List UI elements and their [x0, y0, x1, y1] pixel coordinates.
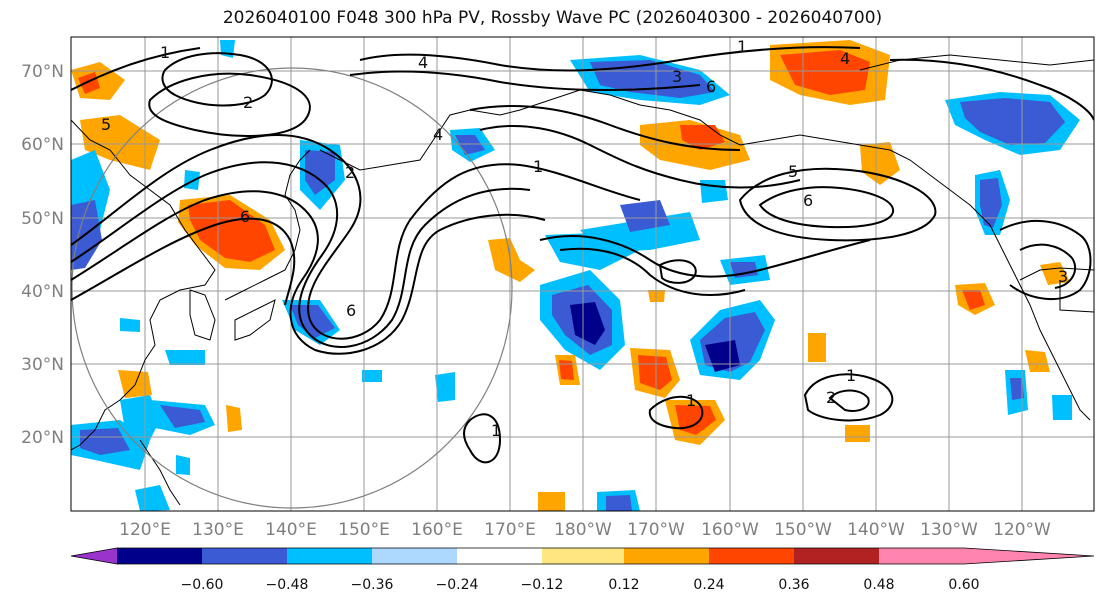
contour-label: 1 [846, 366, 856, 385]
colorbar-segment [709, 548, 794, 564]
colorbar-tick-label: −0.12 [521, 577, 564, 593]
contour-label: 1 [491, 421, 501, 440]
colorbar-segment [117, 548, 202, 564]
rossby-wave-circle [71, 67, 513, 509]
lon-tick-label: 170°E [484, 520, 536, 540]
colorbar-segment [542, 548, 624, 564]
contour-label: 1 [686, 391, 696, 410]
contour-label: 1 [737, 37, 747, 56]
lat-tick-label: 20°N [21, 428, 64, 448]
contour-label: 4 [840, 49, 850, 68]
lat-tick-label: 60°N [21, 135, 64, 155]
lon-tick-label: 130°E [192, 520, 244, 540]
plot-frame [70, 36, 1095, 512]
colorbar-tick-label: 0.36 [778, 577, 809, 593]
contour-label: 2 [826, 388, 836, 407]
lat-tick-label: 70°N [21, 62, 64, 82]
lon-tick-label: 180°W [554, 520, 612, 540]
contour-label: 4 [418, 53, 428, 72]
colorbar-segment [287, 548, 372, 564]
lon-tick-label: 150°W [774, 520, 832, 540]
colorbar-segment [794, 548, 879, 564]
contour-label: 2 [243, 93, 253, 112]
contour-label: 3 [1058, 267, 1068, 286]
colorbar-extend-high [964, 548, 1094, 564]
lon-tick-label: 120°W [993, 520, 1051, 540]
colorbar-tick-label: 0.48 [863, 577, 894, 593]
pv-contours [71, 46, 1094, 464]
colorbar-tick-label: −0.60 [181, 577, 224, 593]
lon-tick-label: 160°E [411, 520, 463, 540]
contour-label: 6 [240, 207, 250, 226]
lon-tick-label: 140°W [847, 520, 905, 540]
colorbar-segment [879, 548, 964, 564]
lon-tick-label: 150°E [338, 520, 390, 540]
contour-label: 5 [101, 115, 111, 134]
colorbar-tick-label: 0.12 [608, 577, 639, 593]
colorbar-segment [372, 548, 457, 564]
colorbar-tick-label: 0.24 [693, 577, 724, 593]
coastlines [71, 54, 1094, 506]
colorbar-tick-label: −0.36 [351, 577, 394, 593]
contour-labels: 1 2 4 5 6 3 4 1 4 2 1 6 5 6 1 2 1 1 3 6 [101, 37, 1068, 440]
lon-tick-label: 130°W [920, 520, 978, 540]
lat-tick-label: 50°N [21, 209, 64, 229]
contour-label: 1 [533, 157, 543, 176]
colorbar-tick-label: −0.24 [436, 577, 479, 593]
contour-label: 5 [788, 162, 798, 181]
colorbar-segment [202, 548, 287, 564]
lat-tick-label: 40°N [21, 282, 64, 302]
contour-label: 2 [345, 163, 355, 182]
contour-label: 4 [433, 125, 443, 144]
lon-tick-label: 160°W [701, 520, 759, 540]
longitude-axis: 120°E 130°E 140°E 150°E 160°E 170°E 180°… [119, 520, 1051, 540]
contour-label: 6 [803, 191, 813, 210]
colorbar-extend-low [71, 548, 117, 564]
colorbar-outline [70, 547, 1095, 565]
colorbar-segment [457, 548, 542, 564]
colorbar: −0.60 −0.48 −0.36 −0.24 −0.12 0.12 0.24 … [70, 547, 1095, 593]
latitude-axis: 70°N 60°N 50°N 40°N 30°N 20°N [21, 62, 64, 448]
lon-tick-label: 140°E [265, 520, 317, 540]
colorbar-tick-label: −0.48 [266, 577, 309, 593]
map-title: 2026040100 F048 300 hPa PV, Rossby Wave … [222, 8, 883, 28]
lon-tick-label: 170°W [627, 520, 685, 540]
graticule [71, 37, 1094, 511]
contour-label: 3 [672, 67, 682, 86]
contour-label: 6 [706, 77, 716, 96]
lon-tick-label: 120°E [119, 520, 171, 540]
lat-tick-label: 30°N [21, 355, 64, 375]
contour-label: 1 [160, 43, 170, 62]
colorbar-tick-label: 0.60 [948, 577, 979, 593]
contour-label: 6 [346, 301, 356, 320]
colorbar-segment [624, 548, 709, 564]
